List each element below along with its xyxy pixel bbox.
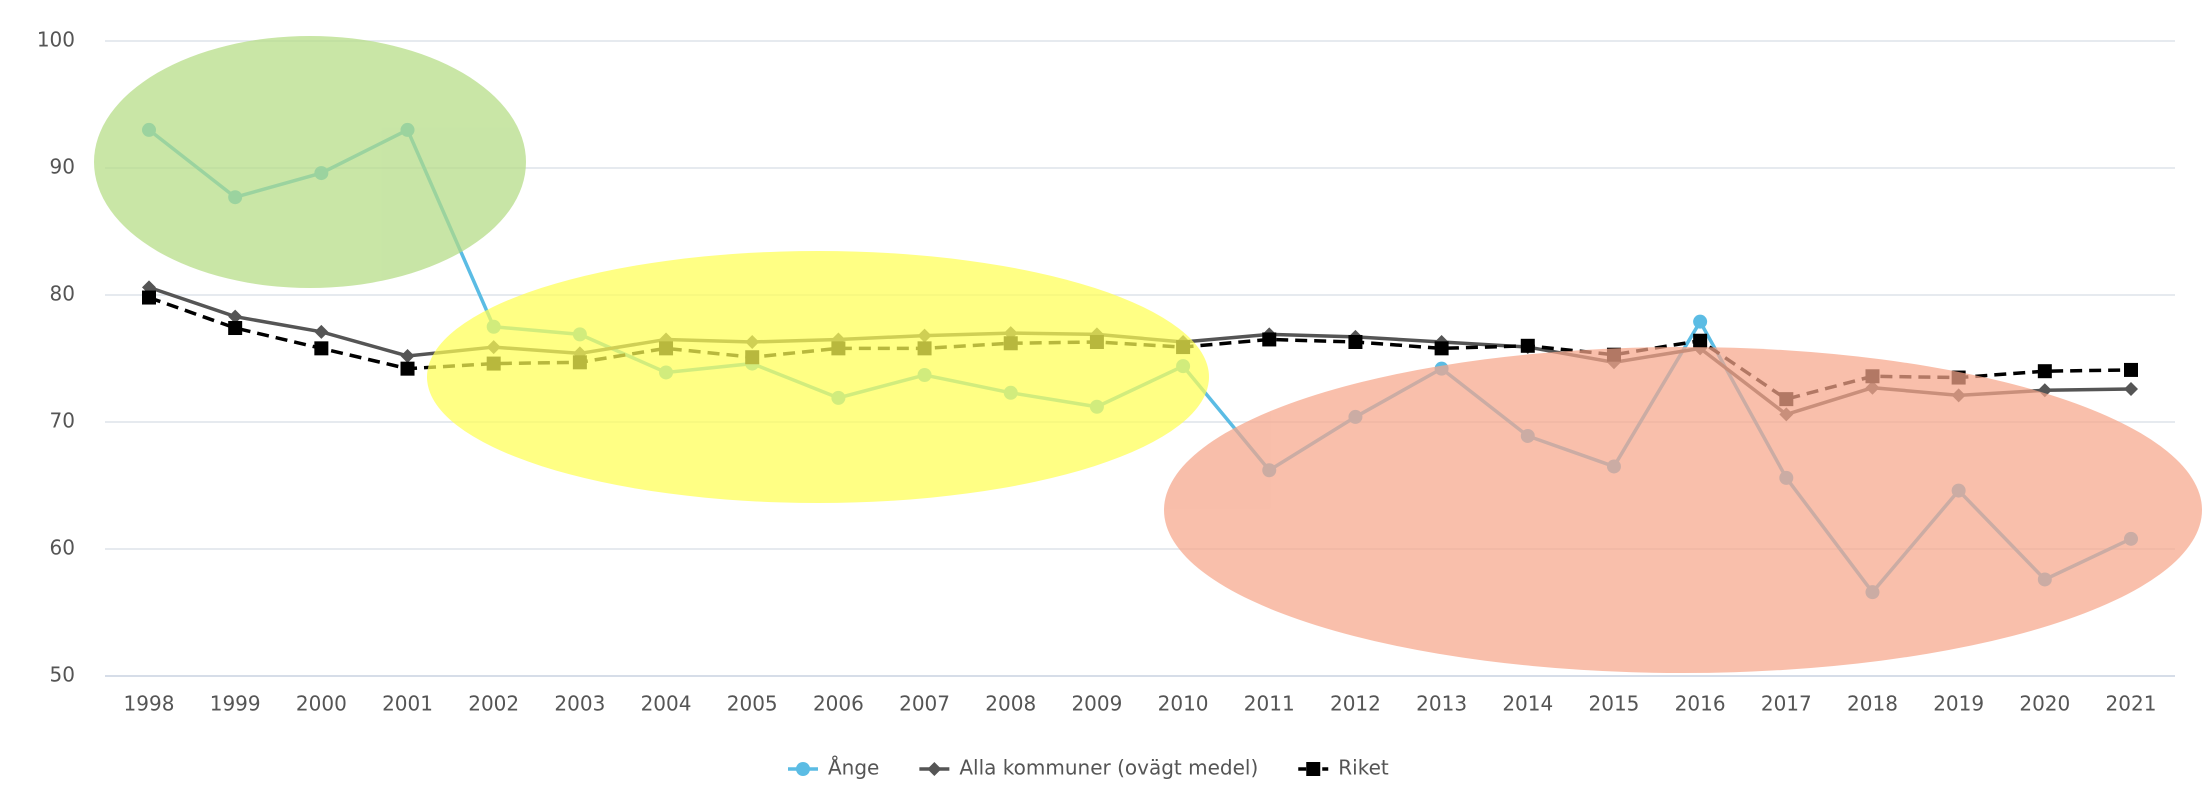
x-tick-label: 2021 [2106, 692, 2157, 716]
point [1520, 338, 1535, 353]
legend: Ånge Alla kommuner (ovägt medel) Riket [788, 756, 1389, 780]
point [2037, 364, 2052, 379]
x-tick-label: 2017 [1761, 692, 1812, 716]
x-tick-label: 2016 [1675, 692, 1726, 716]
x-tick-label: 2011 [1244, 692, 1295, 716]
x-tick-label: 2008 [985, 692, 1036, 716]
x-tick-label: 1999 [210, 692, 261, 716]
x-tick-label: 2000 [296, 692, 347, 716]
x-tick-label: 2007 [899, 692, 950, 716]
legend-swatch-marker [796, 762, 810, 776]
x-tick-label: 2013 [1416, 692, 1467, 716]
point [228, 309, 243, 324]
legend-item: Riket [1298, 756, 1389, 780]
x-tick-label: 2019 [1933, 692, 1984, 716]
x-tick-label: 2001 [382, 692, 433, 716]
legend-item: Ånge [788, 756, 879, 780]
x-tick-label: 2018 [1847, 692, 1898, 716]
x-tick-label: 2012 [1330, 692, 1381, 716]
x-tick-label: 2014 [1502, 692, 1553, 716]
legend-label: Alla kommuner (ovägt medel) [959, 756, 1258, 780]
x-tick-label: 2003 [554, 692, 605, 716]
point [1693, 314, 1708, 329]
point [1262, 332, 1277, 347]
y-tick-label: 100 [37, 28, 75, 52]
x-tick-label: 2004 [641, 692, 692, 716]
point [142, 290, 156, 305]
legend-item: Alla kommuner (ovägt medel) [919, 756, 1258, 780]
x-tick-label: 2009 [1071, 692, 1122, 716]
y-tick-label: 90 [50, 155, 75, 179]
point [2124, 362, 2138, 377]
point [1348, 334, 1363, 349]
legend-label: Ånge [828, 756, 879, 780]
y-tick-label: 80 [50, 282, 75, 306]
y-tick-label: 70 [50, 409, 75, 433]
x-tick-label: 2020 [2019, 692, 2070, 716]
point [228, 321, 243, 336]
y-tick-label: 50 [50, 663, 75, 687]
point [1434, 341, 1449, 356]
point [314, 324, 329, 339]
legend-label: Riket [1338, 756, 1389, 780]
x-tick-label: 1998 [124, 692, 175, 716]
point [1693, 333, 1708, 348]
x-tick-label: 2006 [813, 692, 864, 716]
point [2124, 381, 2138, 396]
x-tick-label: 2005 [727, 692, 778, 716]
point [400, 361, 415, 376]
x-tick-label: 2010 [1158, 692, 1209, 716]
x-tick-label: 2002 [468, 692, 519, 716]
legend-swatch-marker [1306, 762, 1321, 776]
annotations [94, 36, 2202, 673]
point [400, 348, 415, 363]
legend-swatch-marker [927, 762, 942, 776]
highlight-ellipse [1164, 347, 2202, 673]
y-tick-label: 60 [50, 536, 75, 560]
x-tick-label: 2015 [1589, 692, 1640, 716]
point [314, 341, 329, 356]
highlight-ellipse [427, 251, 1209, 503]
highlight-ellipse [94, 36, 526, 288]
